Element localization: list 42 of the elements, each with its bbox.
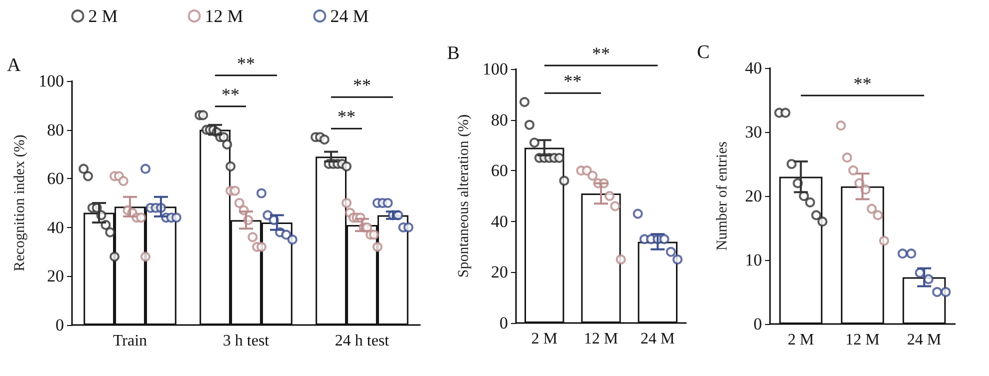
chart-title: C (697, 42, 710, 63)
legend-label: 2 M (88, 6, 118, 26)
y-tick-label: 0 (56, 316, 64, 334)
legend-label: 24 M (330, 6, 369, 26)
x-tick-label: Train (112, 332, 148, 350)
x-tick-label: 2 M (531, 330, 558, 348)
y-tick-label: 20 (47, 266, 64, 286)
annotation: ** (564, 71, 582, 92)
annotation: ** (353, 75, 371, 96)
x-tick-label: 2 M (788, 332, 814, 348)
y-tick-label: 0 (754, 314, 762, 334)
text: ** (237, 53, 255, 74)
y-tick-label: 60 (491, 161, 508, 180)
y-tick-label: 40 (491, 212, 508, 231)
y-axis-title: Recognition index (%) (12, 134, 28, 272)
y-tick-label: 40 (47, 218, 64, 237)
y-tick-label: 100 (482, 60, 508, 78)
annotation: ** (338, 106, 356, 127)
x-tick-label: 24 h test (334, 332, 390, 350)
chart-title: A (7, 55, 21, 76)
y-tick-label: 40 (745, 58, 762, 78)
y-tick-label: 60 (47, 169, 64, 188)
x-tick-label: 12 M (845, 332, 880, 348)
y-tick-label: 10 (745, 250, 762, 270)
y-tick-label: 80 (491, 110, 508, 130)
chart-title: B (447, 43, 460, 64)
y-axis-title: Spontaneous alteration (%) (456, 114, 472, 278)
y-tick-label: 0 (500, 314, 508, 332)
y-tick-label: 100 (38, 72, 64, 90)
text: ** (592, 43, 610, 64)
y-tick-label: 30 (745, 122, 762, 142)
y-tick-label: 80 (47, 120, 64, 140)
legend-label: 12 M (204, 6, 244, 26)
x-tick-label: 24 M (640, 330, 675, 348)
x-tick-label: 24 M (907, 332, 942, 348)
y-tick-label: 20 (491, 262, 508, 282)
annotation: ** (854, 74, 872, 94)
y-axis-title: Number of entries (714, 141, 730, 251)
x-tick-label: 12 M (584, 330, 618, 348)
y-tick-label: 20 (745, 186, 762, 206)
annotation: ** (222, 84, 240, 104)
x-tick-label: 3 h test (222, 332, 270, 350)
